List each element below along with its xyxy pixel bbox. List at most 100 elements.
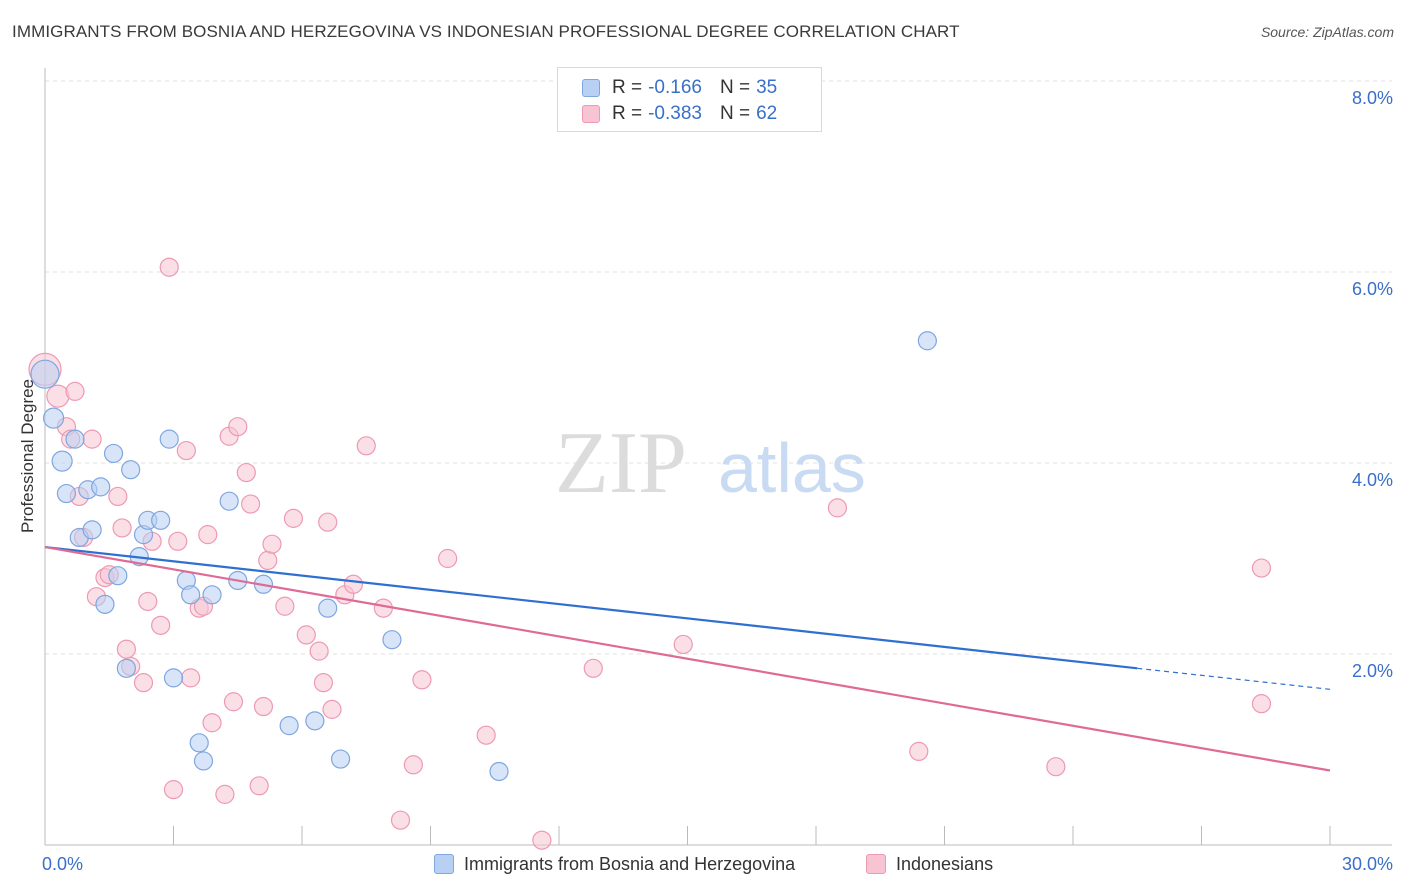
bottom-legend-label-indonesians: Indonesians <box>896 853 994 874</box>
point-indonesians-57 <box>827 498 848 518</box>
x-tick-label-1: 30.0% <box>1342 854 1393 874</box>
point-indonesians-31 <box>228 417 248 437</box>
watermark-atlas: atlas <box>718 429 866 507</box>
point-bosnia-24 <box>202 585 222 605</box>
point-indonesians-34 <box>249 776 269 796</box>
bottom-legend-indonesians: Indonesians <box>866 851 993 877</box>
legend-n-label: N = <box>719 77 751 98</box>
trendlines <box>44 545 1331 772</box>
point-indonesians-32 <box>236 462 256 483</box>
bottom-legend-label-bosnia: Immigrants from Bosnia and Herzegovina <box>464 853 796 874</box>
point-bosnia-10 <box>103 443 124 464</box>
legend-row-bosnia: R = -0.166 N = 35 <box>582 75 777 101</box>
tick-labels: 2.0% 4.0% 6.0% 8.0% 0.0% 30.0% <box>42 88 1393 874</box>
trendline-bosnia-extension <box>1137 667 1331 690</box>
point-indonesians-19 <box>159 257 179 277</box>
point-indonesians-47 <box>356 436 376 456</box>
point-indonesians-46 <box>343 574 363 594</box>
point-indonesians-38 <box>275 596 295 616</box>
point-indonesians-16 <box>138 591 158 612</box>
point-indonesians-27 <box>202 713 222 733</box>
point-indonesians-59 <box>1046 757 1066 777</box>
y-tick-label-3: 8.0% <box>1352 88 1393 108</box>
y-axis-label: Professional Degree <box>18 378 37 534</box>
point-bosnia-11 <box>108 566 128 586</box>
point-indonesians-40 <box>296 625 316 645</box>
point-indonesians-56 <box>673 634 693 655</box>
legend-swatch-pink <box>582 105 600 123</box>
point-bosnia-7 <box>82 520 102 540</box>
point-indonesians-11 <box>108 486 128 507</box>
point-indonesians-37 <box>262 534 282 554</box>
point-indonesians-36 <box>258 550 278 571</box>
axes <box>44 68 1392 846</box>
point-bosnia-33 <box>489 761 509 782</box>
y-tick-label-2: 6.0% <box>1352 279 1393 299</box>
y-tick-label-0: 2.0% <box>1352 661 1393 681</box>
point-indonesians-60 <box>1251 558 1272 578</box>
point-bosnia-31 <box>330 749 351 769</box>
legend-r-label: R = <box>612 77 643 98</box>
watermark-zip: ZIP <box>555 415 687 512</box>
legend-n-value: 35 <box>756 77 778 98</box>
point-indonesians-23 <box>181 668 201 688</box>
point-indonesians-61 <box>1251 694 1272 714</box>
point-indonesians-53 <box>476 725 496 745</box>
point-bosnia-23 <box>193 751 214 771</box>
point-indonesians-30 <box>223 692 244 712</box>
point-indonesians-44 <box>322 699 342 719</box>
point-indonesians-26 <box>198 525 218 545</box>
point-indonesians-33 <box>241 494 261 514</box>
point-bosnia-22 <box>189 733 209 753</box>
point-bosnia-0 <box>30 359 60 389</box>
point-bosnia-3 <box>56 483 77 504</box>
chart-title: IMMIGRANTS FROM BOSNIA AND HERZEGOVINA V… <box>12 22 960 41</box>
point-bosnia-9 <box>95 594 115 614</box>
point-bosnia-34 <box>917 331 937 351</box>
legend-r-value: -0.166 <box>648 77 702 98</box>
point-bosnia-25 <box>219 491 239 511</box>
point-bosnia-21 <box>181 585 201 605</box>
watermark: ZIP atlas <box>555 415 866 512</box>
point-indonesians-42 <box>313 673 334 693</box>
point-indonesians-48 <box>373 598 393 618</box>
series-indonesians <box>28 257 1272 850</box>
legend-r-value: -0.383 <box>648 103 702 124</box>
correlation-legend: R = -0.166 N = 35 R = -0.383 N = 62 <box>557 67 822 132</box>
point-indonesians-22 <box>176 440 196 461</box>
point-indonesians-15 <box>133 673 154 693</box>
trendline-indonesians <box>44 545 1331 772</box>
point-indonesians-7 <box>82 429 102 449</box>
series-bosnia <box>30 331 937 782</box>
point-bosnia-4 <box>65 429 85 449</box>
point-indonesians-43 <box>318 512 338 532</box>
legend-r-label: R = <box>612 103 643 124</box>
point-bosnia-17 <box>151 510 171 530</box>
point-indonesians-54 <box>532 830 552 850</box>
bottom-legend-swatch-pink <box>866 854 886 874</box>
point-bosnia-28 <box>279 716 299 736</box>
point-indonesians-39 <box>283 508 304 528</box>
point-indonesians-28 <box>215 784 235 804</box>
point-indonesians-50 <box>403 755 423 775</box>
point-indonesians-1 <box>46 384 70 408</box>
point-indonesians-13 <box>116 639 136 659</box>
point-indonesians-18 <box>151 615 171 635</box>
grid <box>45 80 1392 655</box>
point-bosnia-30 <box>318 598 338 618</box>
point-indonesians-20 <box>163 780 184 800</box>
legend-row-indonesians: R = -0.383 N = 62 <box>582 101 777 127</box>
point-bosnia-1 <box>42 407 65 429</box>
point-bosnia-19 <box>163 668 184 688</box>
y-tick-label-1: 4.0% <box>1352 470 1393 490</box>
point-indonesians-55 <box>583 658 603 678</box>
point-indonesians-49 <box>390 810 411 830</box>
trendline-bosnia <box>44 545 1138 670</box>
point-bosnia-18 <box>159 429 179 449</box>
legend-n-label: N = <box>719 103 751 124</box>
point-indonesians-12 <box>112 518 132 538</box>
point-indonesians-35 <box>253 696 274 717</box>
point-bosnia-12 <box>116 658 136 678</box>
bottom-legend-bosnia: Immigrants from Bosnia and Herzegovina <box>434 851 795 877</box>
